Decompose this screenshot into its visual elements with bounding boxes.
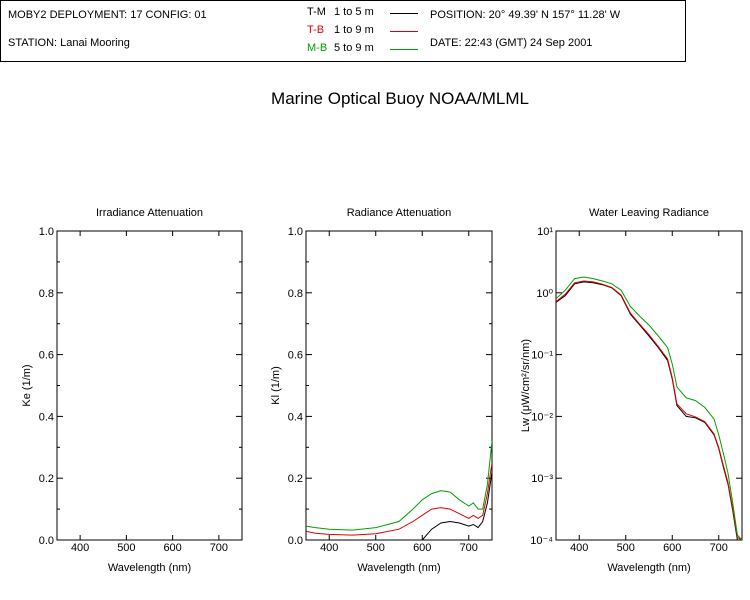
series-line-t-m: [556, 281, 742, 540]
y-axis-label: Ke (1/m): [21, 364, 33, 406]
x-tick-label: 600: [663, 542, 681, 554]
y-tick-label: 10⁻³: [531, 473, 553, 485]
date-text: DATE: 22:43 (GMT) 24 Sep 2001: [430, 37, 593, 49]
y-tick-label: 0.2: [288, 473, 303, 485]
legend-line-tm: [390, 13, 418, 14]
chart-title: Marine Optical Buoy NOAA/MLML: [271, 89, 529, 108]
legend-range-tb: 1 to 9 m: [334, 24, 374, 36]
legend-range-tm: 1 to 5 m: [334, 6, 374, 18]
x-tick-label: 600: [413, 542, 431, 554]
x-tick-label: 500: [367, 542, 385, 554]
x-tick-label: 400: [320, 542, 338, 554]
y-tick-label: 10⁰: [536, 288, 553, 300]
x-tick-label: 600: [163, 542, 181, 554]
y-axis-label: Lw (μW/cm²/sr/nm): [520, 339, 532, 432]
y-tick-label: 0.2: [39, 473, 54, 485]
chart-panel-1: Irradiance Attenuation 400 500 600 700 0.0 0.2…: [21, 207, 243, 574]
legend-code-tm: T-M: [307, 6, 326, 18]
x-tick-label: 500: [617, 542, 635, 554]
series-line-m-b: [556, 276, 742, 540]
y-tick-label: 0.6: [39, 350, 54, 362]
station-text: STATION: Lanai Mooring: [8, 37, 130, 49]
legend-line-mb: [390, 49, 418, 50]
info-box: MOBY2 DEPLOYMENT: 17 CONFIG: 01 STATION:…: [0, 0, 686, 62]
panel-title: Radiance Attenuation: [347, 207, 452, 219]
x-axis-label: Wavelength (nm): [357, 562, 440, 574]
x-tick-label: 700: [210, 542, 228, 554]
position-text: POSITION: 20° 49.39' N 157° 11.28' W: [430, 9, 621, 21]
y-tick-label: 10¹: [537, 226, 553, 238]
chart-panel-3: Water Leaving Radiance 400 500 600 700 10⁻⁴ 10…: [520, 207, 743, 574]
series-line-t-b: [556, 280, 742, 540]
plot-frame: [555, 230, 743, 541]
series-line-t-b: [306, 462, 492, 536]
y-tick-label: 0.8: [288, 288, 303, 300]
x-tick-label: 700: [460, 542, 478, 554]
y-tick-label: 0.0: [288, 535, 303, 547]
x-tick-label: 400: [71, 542, 89, 554]
legend-line-tb: [390, 31, 418, 32]
x-tick-label: 500: [117, 542, 135, 554]
y-tick-label: 1.0: [288, 226, 303, 238]
deployment-text: MOBY2 DEPLOYMENT: 17 CONFIG: 01: [8, 9, 207, 21]
y-tick-label: 1.0: [39, 226, 54, 238]
plot-frame: [56, 230, 243, 541]
x-tick-label: 400: [570, 542, 588, 554]
y-tick-label: 0.0: [39, 535, 54, 547]
y-tick-label: 0.4: [39, 411, 54, 423]
legend-code-tb: T-B: [307, 24, 325, 36]
y-tick-label: 10⁻²: [531, 411, 553, 423]
y-tick-label: 0.4: [288, 411, 303, 423]
legend-range-mb: 5 to 9 m: [334, 42, 374, 54]
series-line-t-m: [306, 471, 492, 540]
series-line-m-b: [306, 441, 492, 531]
y-tick-label: 0.6: [288, 350, 303, 362]
legend-code-mb: M-B: [307, 42, 328, 54]
plot-frame: [305, 230, 493, 541]
y-axis-label: Kl (1/m): [270, 366, 282, 405]
chart-panel-2: Radiance Attenuation 400 500 600 700 0.0 0.2 0.…: [270, 207, 493, 574]
panel-title: Irradiance Attenuation: [96, 207, 203, 219]
x-tick-label: 700: [710, 542, 728, 554]
y-tick-label: 10⁻⁴: [530, 535, 553, 547]
x-axis-label: Wavelength (nm): [607, 562, 690, 574]
y-tick-label: 0.8: [39, 288, 54, 300]
y-tick-label: 10⁻¹: [531, 350, 553, 362]
panel-title: Water Leaving Radiance: [589, 207, 709, 219]
x-axis-label: Wavelength (nm): [108, 562, 191, 574]
